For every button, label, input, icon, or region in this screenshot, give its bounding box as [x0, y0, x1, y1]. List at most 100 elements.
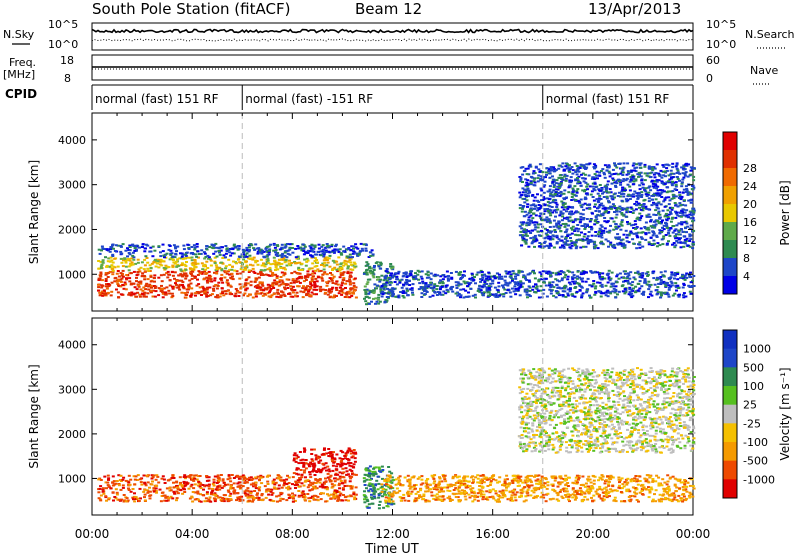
data-cell: [372, 276, 376, 279]
data-cell: [325, 256, 329, 259]
data-cell: [190, 277, 194, 280]
data-cell: [582, 245, 585, 248]
data-cell: [270, 294, 274, 297]
data-cell: [493, 277, 497, 280]
data-cell: [603, 217, 607, 219]
data-cell: [205, 245, 209, 248]
data-cell: [151, 289, 155, 292]
data-cell: [659, 169, 663, 172]
data-cell: [278, 254, 282, 257]
data-cell: [99, 272, 103, 275]
freq-trace: [92, 66, 693, 70]
data-cell: [264, 263, 268, 266]
data-cell: [634, 223, 638, 226]
data-cell: [394, 295, 398, 298]
data-cell: [124, 261, 128, 264]
data-cell: [539, 212, 543, 215]
data-cell: [100, 263, 104, 266]
data-cell: [629, 175, 633, 178]
data-cell: [143, 291, 147, 294]
data-cell: [521, 187, 525, 190]
data-cell: [612, 243, 616, 246]
data-cell: [629, 211, 633, 213]
data-cell: [687, 244, 691, 247]
data-cell: [668, 178, 672, 181]
data-cell: [277, 262, 281, 265]
data-cell: [633, 203, 637, 205]
data-cell: [597, 205, 601, 208]
data-cell: [224, 256, 227, 259]
data-cell: [683, 199, 686, 202]
data-cell: [232, 482, 236, 485]
data-cell: [638, 184, 642, 187]
data-cell: [674, 244, 678, 247]
data-cell: [100, 292, 104, 294]
data-cell: [103, 248, 106, 250]
data-cell: [334, 496, 338, 499]
data-cell: [526, 187, 530, 190]
data-cell: [517, 284, 520, 287]
data-cell: [660, 221, 663, 223]
data-cell: [225, 250, 229, 253]
data-cell: [644, 187, 648, 190]
data-cell: [283, 295, 287, 297]
data-cell: [635, 204, 639, 207]
data-cell: [659, 281, 663, 284]
data-cell: [585, 218, 589, 220]
data-cell: [580, 206, 584, 209]
data-cell: [528, 295, 532, 298]
data-cell: [631, 183, 635, 186]
data-cell: [665, 219, 669, 222]
data-cell: [134, 262, 138, 265]
data-cell: [334, 243, 338, 246]
data-cell: [652, 232, 656, 235]
data-cell: [640, 182, 644, 185]
colorbar-swatch: [723, 186, 737, 205]
data-cell: [575, 277, 579, 280]
data-cell: [598, 194, 602, 197]
data-cell: [568, 288, 572, 291]
data-cell: [252, 256, 256, 259]
data-cell: [136, 258, 140, 261]
y-tick-label: 2000: [58, 223, 86, 236]
data-cell: [312, 293, 316, 296]
data-cell: [322, 272, 326, 275]
data-cell: [557, 187, 561, 189]
data-cell: [290, 272, 294, 275]
data-cell: [198, 272, 202, 275]
data-cell: [425, 287, 429, 290]
data-cell: [319, 285, 323, 288]
data-cell: [369, 251, 373, 254]
data-cell: [670, 176, 673, 179]
data-cell: [186, 256, 190, 259]
data-cell: [593, 182, 597, 185]
data-cell: [646, 193, 650, 196]
colorbar-swatch: [723, 132, 737, 151]
data-cell: [302, 280, 306, 283]
data-cell: [514, 283, 518, 286]
data-cell: [160, 477, 164, 480]
data-cell: [230, 268, 234, 271]
data-cell: [688, 290, 692, 293]
data-cell: [533, 181, 537, 184]
data-cell: [123, 499, 127, 502]
data-cell: [496, 291, 500, 294]
data-cell: [179, 268, 183, 271]
data-cell: [353, 277, 357, 280]
data-cell: [150, 477, 154, 480]
data-cell: [237, 295, 241, 297]
nsearch-bot-tick: 10^0: [706, 38, 736, 51]
data-cell: [639, 208, 643, 211]
data-cell: [449, 272, 453, 274]
data-cell: [563, 175, 567, 178]
data-cell: [573, 276, 577, 279]
data-cell: [532, 177, 536, 180]
nave-top-tick: 60: [706, 54, 720, 67]
data-cell: [625, 207, 629, 210]
data-cell: [653, 192, 657, 195]
data-cell: [565, 174, 569, 177]
data-cell: [140, 261, 144, 264]
data-cell: [183, 292, 187, 294]
data-cell: [466, 282, 470, 284]
data-cell: [249, 257, 253, 260]
